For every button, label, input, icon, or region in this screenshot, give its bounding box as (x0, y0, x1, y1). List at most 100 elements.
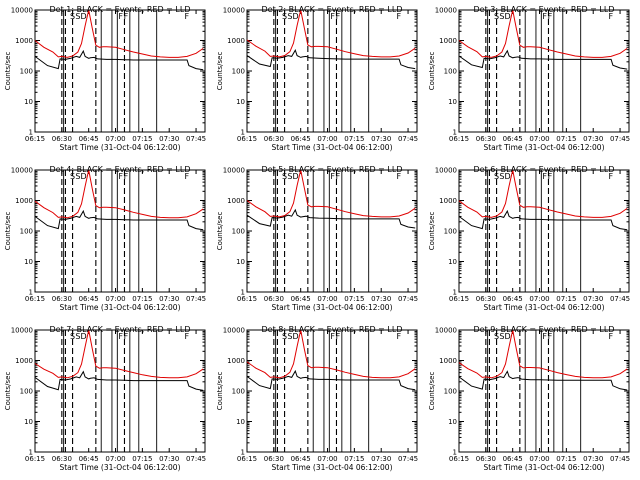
x-tick-label: 07:00 (529, 295, 549, 303)
x-axis-label: Start Time (31-Oct-04 06:12:00) (271, 143, 392, 152)
x-axis-label: Start Time (31-Oct-04 06:12:00) (59, 303, 180, 312)
x-axis-label: Start Time (31-Oct-04 06:12:00) (271, 463, 392, 472)
chart-panel-8: S SD F F F06:15 06:30 06:45 07:00 07:15 07:30 07:4… (216, 325, 418, 472)
y-tick-label: 100 (444, 228, 457, 236)
x-tick-label: 06:45 (291, 135, 311, 143)
x-axis-label: Start Time (31-Oct-04 06:12:00) (483, 463, 604, 472)
x-tick-label: 07:30 (159, 295, 179, 303)
x-tick-label: 07:30 (583, 295, 603, 303)
x-tick-label: 07:15 (344, 295, 364, 303)
x-axis-label: Start Time (31-Oct-04 06:12:00) (483, 143, 604, 152)
series-line-events (458, 370, 628, 391)
x-tick-label: 07:15 (132, 455, 152, 463)
x-tick-label: 06:45 (79, 455, 99, 463)
x-tick-label: 07:00 (317, 455, 337, 463)
y-tick-label: 10000 (435, 327, 457, 335)
x-tick-label: 06:45 (503, 295, 523, 303)
y-tick-label: 10 (448, 258, 457, 266)
x-axis-label: Start Time (31-Oct-04 06:12:00) (483, 303, 604, 312)
event-marker-label: S (282, 332, 287, 341)
y-axis-label: Counts/sec (216, 212, 224, 251)
y-tick-label: 10000 (435, 7, 457, 15)
chart-panel-7: S SD F F F06:15 06:30 06:45 07:00 07:15 07:30 07:4… (4, 325, 206, 472)
series-line-events (458, 49, 628, 70)
x-tick-label: 07:15 (556, 295, 576, 303)
series-line-events (34, 370, 204, 391)
x-tick-label: 06:15 (449, 295, 469, 303)
y-tick-label: 1 (241, 289, 245, 297)
y-axis-label: Counts/sec (428, 372, 436, 411)
x-tick-label: 06:15 (237, 295, 257, 303)
x-tick-label: 07:45 (186, 135, 206, 143)
x-tick-label: 06:30 (52, 295, 72, 303)
event-marker-label: SD (287, 12, 298, 21)
x-tick-label: 06:45 (79, 135, 99, 143)
x-tick-label: 07:45 (398, 455, 418, 463)
chart-panel-4: S SD F F F06:15 06:30 06:45 07:00 07:15 07:30 07:4… (4, 165, 206, 312)
x-tick-label: 06:15 (25, 135, 45, 143)
x-axis-label: Start Time (31-Oct-04 06:12:00) (59, 143, 180, 152)
y-axis-label: Counts/sec (428, 52, 436, 91)
x-tick-label: 07:45 (610, 455, 630, 463)
event-marker-label: F (609, 332, 614, 341)
x-tick-label: 07:30 (583, 455, 603, 463)
event-marker-label: F (336, 332, 341, 341)
series-line-events (246, 48, 416, 70)
event-marker-label: F (185, 172, 190, 181)
y-tick-label: 1 (29, 129, 33, 137)
x-tick-label: 07:45 (398, 135, 418, 143)
chart-title: Det 3: BLACK = Events, RED = LLD (474, 5, 615, 14)
x-tick-label: 07:30 (371, 455, 391, 463)
event-marker-label: SD (499, 172, 510, 181)
event-marker-label: SD (499, 332, 510, 341)
x-tick-label: 06:45 (291, 455, 311, 463)
x-tick-label: 07:30 (371, 295, 391, 303)
chart-title: Det 5: BLACK = Events, RED = LLD (262, 165, 403, 174)
x-tick-label: 06:15 (237, 455, 257, 463)
y-tick-label: 1000 (15, 197, 33, 205)
chart-title: Det 8: BLACK = Events, RED = LLD (262, 325, 403, 334)
y-tick-label: 10000 (223, 7, 245, 15)
y-axis-label: Counts/sec (216, 52, 224, 91)
y-tick-label: 100 (232, 228, 245, 236)
x-tick-label: 07:00 (105, 455, 125, 463)
event-marker-label: SD (287, 332, 298, 341)
event-marker-label: F (330, 332, 335, 341)
chart-panel-2: S SD F F F06:15 06:30 06:45 07:00 07:15 07:30 07:4… (216, 5, 418, 152)
y-axis-label: Counts/sec (4, 372, 12, 411)
event-marker-label: S (70, 172, 75, 181)
event-marker-label: SD (499, 12, 510, 21)
event-marker-label: F (124, 12, 129, 21)
plot-frame (34, 9, 206, 133)
y-tick-label: 10 (24, 258, 33, 266)
x-tick-label: 07:00 (529, 135, 549, 143)
x-tick-label: 07:45 (398, 295, 418, 303)
plot-frame (458, 169, 630, 293)
plot-frame (34, 169, 206, 293)
y-tick-label: 100 (20, 68, 33, 76)
event-marker-label: S (282, 172, 287, 181)
y-tick-label: 1000 (439, 197, 457, 205)
event-marker-label: S (494, 12, 499, 21)
x-tick-label: 07:00 (105, 135, 125, 143)
event-marker-label: S (70, 12, 75, 21)
series-line-events (34, 209, 204, 231)
x-tick-label: 07:45 (610, 295, 630, 303)
y-tick-label: 1 (241, 449, 245, 457)
y-axis-label: Counts/sec (216, 372, 224, 411)
y-tick-label: 1000 (15, 37, 33, 45)
x-tick-label: 06:30 (52, 135, 72, 143)
event-marker-label: F (118, 172, 123, 181)
series-line-lld (246, 9, 416, 58)
event-marker-label: F (118, 332, 123, 341)
y-tick-label: 10000 (11, 7, 33, 15)
y-tick-label: 10000 (11, 327, 33, 335)
y-tick-label: 10 (448, 418, 457, 426)
y-tick-label: 100 (20, 228, 33, 236)
x-tick-label: 07:00 (105, 295, 125, 303)
y-tick-label: 1000 (227, 37, 245, 45)
plot-frame (246, 169, 418, 293)
event-marker-label: SD (75, 12, 86, 21)
event-marker-label: F (397, 332, 402, 341)
